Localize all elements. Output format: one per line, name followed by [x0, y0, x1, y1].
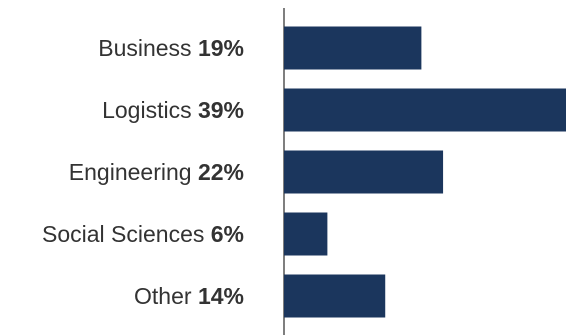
value-label: 22%	[198, 159, 244, 185]
category-label-logistics: Logistics 39%	[102, 97, 244, 123]
bar-logistics	[284, 88, 566, 132]
bar-social-sciences	[284, 212, 328, 256]
category-name: Engineering	[69, 159, 198, 185]
category-label-social-sciences: Social Sciences 6%	[42, 221, 244, 247]
category-label-other: Other 14%	[134, 283, 244, 309]
bar-engineering	[284, 150, 444, 194]
category-name: Logistics	[102, 97, 198, 123]
category-label-business: Business 19%	[98, 35, 244, 61]
category-name: Social Sciences	[42, 221, 211, 247]
bar-other	[284, 274, 386, 318]
value-label: 6%	[211, 221, 244, 247]
category-label-engineering: Engineering 22%	[69, 159, 244, 185]
category-name: Other	[134, 283, 198, 309]
value-label: 14%	[198, 283, 244, 309]
bar-business	[284, 26, 422, 70]
category-name: Business	[98, 35, 198, 61]
value-label: 39%	[198, 97, 244, 123]
value-label: 19%	[198, 35, 244, 61]
